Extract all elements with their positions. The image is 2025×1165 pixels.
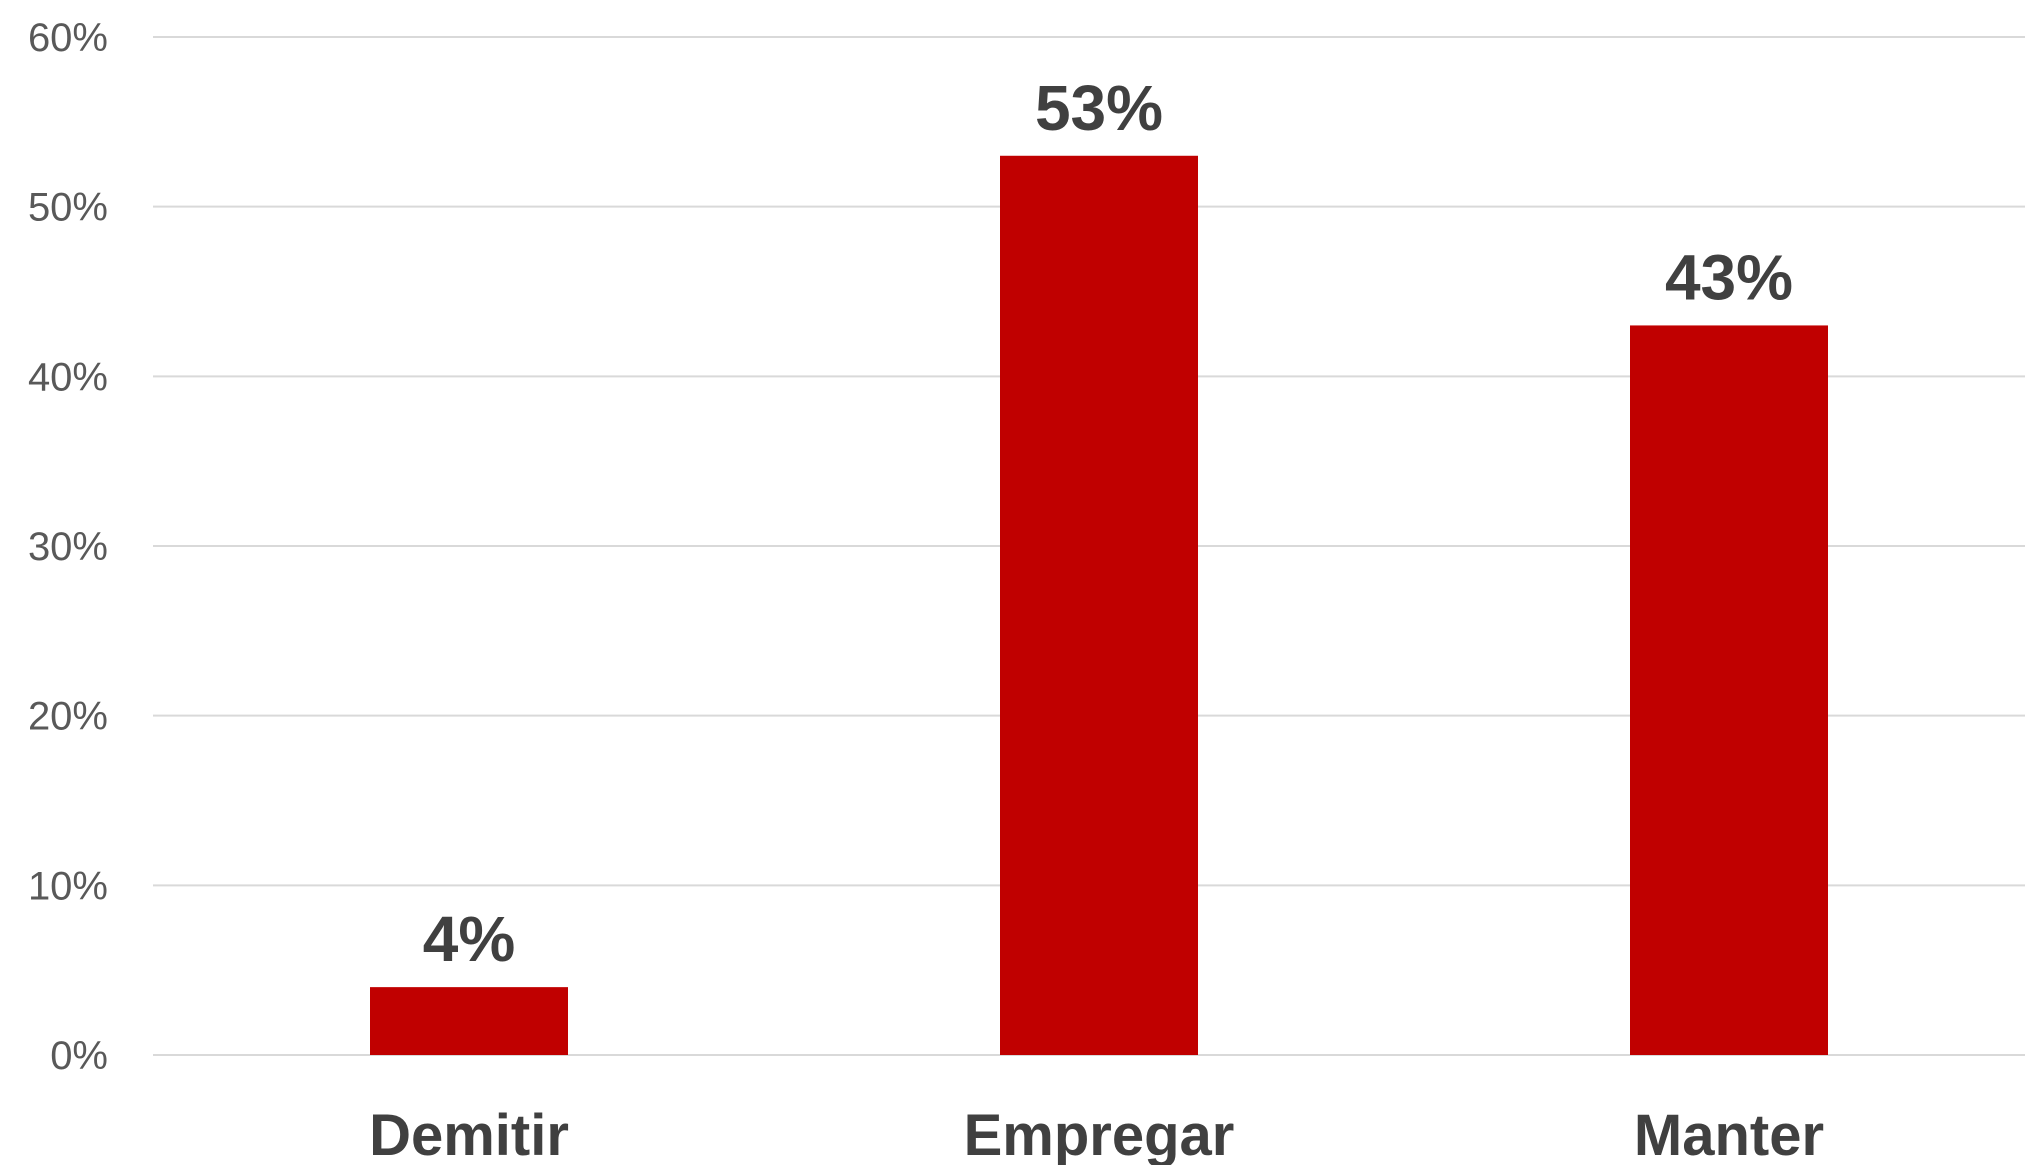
bars [370,155,1828,1055]
data-label-empregar: 53% [1035,72,1163,144]
bar-manter [1630,325,1828,1055]
y-tick-label: 10% [28,864,108,908]
y-tick-label: 60% [28,16,108,60]
y-axis-tick-labels: 0% 10% 20% 30% 40% 50% 60% [28,16,108,1078]
x-axis-category-labels: Demitir Empregar Manter [369,1103,1824,1165]
category-label-demitir: Demitir [369,1103,569,1165]
bar-empregar [1000,155,1198,1055]
y-tick-label: 50% [28,186,108,230]
y-tick-label: 0% [50,1034,108,1078]
category-label-manter: Manter [1634,1103,1824,1165]
bar-demitir [370,987,568,1055]
y-tick-label: 30% [28,525,108,569]
category-label-empregar: Empregar [964,1103,1235,1165]
y-tick-label: 40% [28,355,108,399]
data-labels: 4% 53% 43% [423,72,1793,975]
y-tick-label: 20% [28,695,108,739]
data-label-manter: 43% [1665,241,1793,313]
data-label-demitir: 4% [423,903,516,975]
